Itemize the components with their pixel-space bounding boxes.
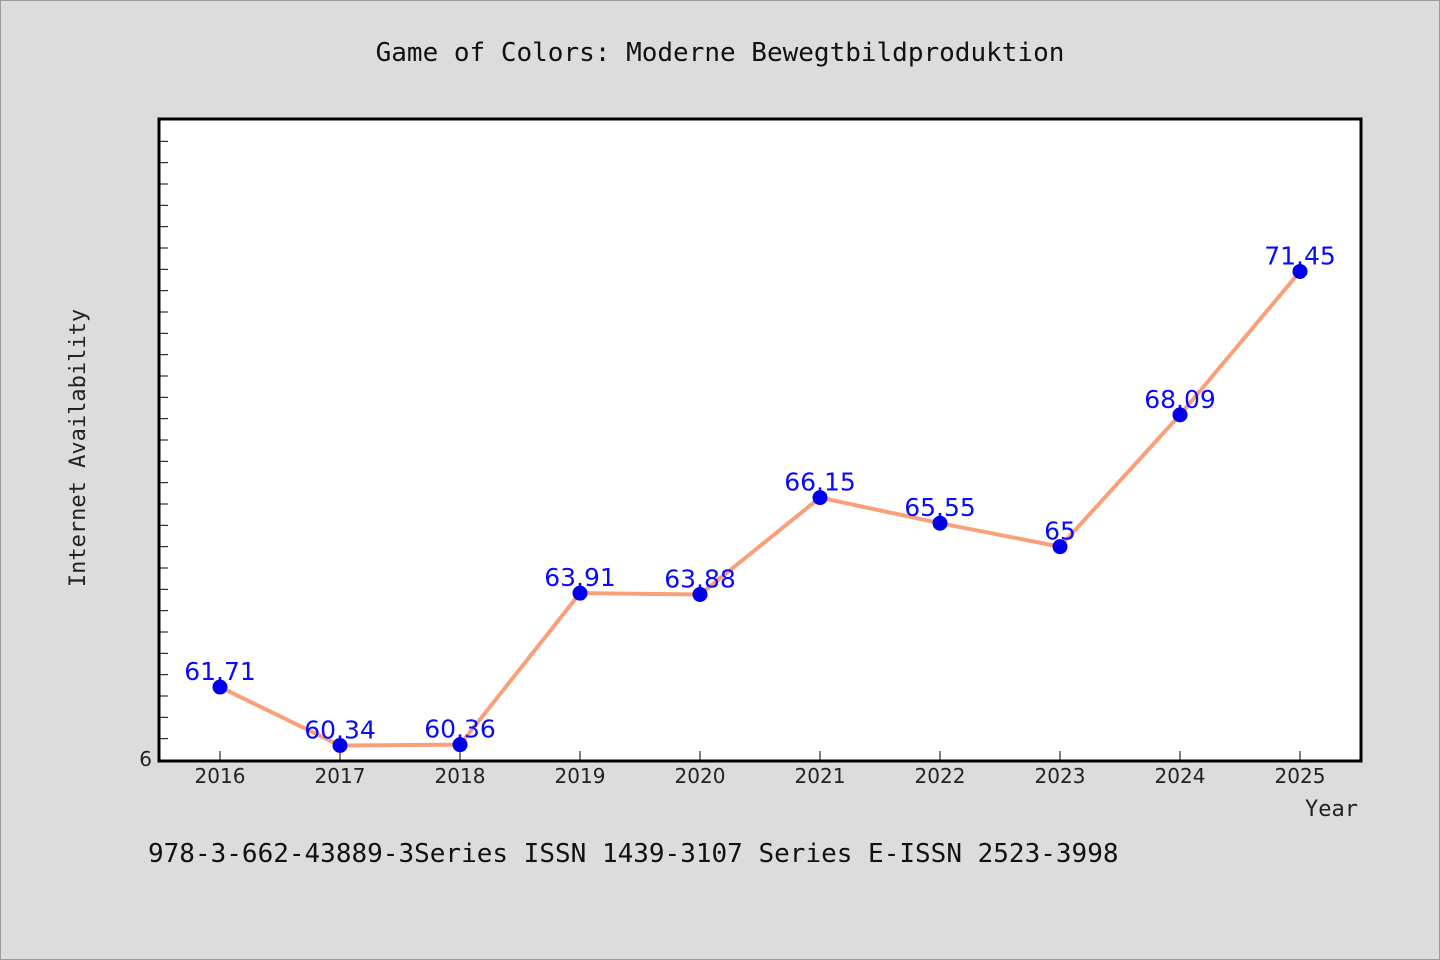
x-tick-label: 2017 [315, 764, 366, 788]
y-tick-label: 6 [139, 747, 152, 771]
x-tick-label: 2018 [435, 764, 486, 788]
chart-title: Game of Colors: Moderne Bewegtbildproduk… [376, 38, 1065, 68]
data-point-marker [572, 585, 588, 601]
x-tick-label: 2024 [1155, 764, 1206, 788]
data-point-marker [1292, 263, 1308, 279]
x-axis-label: Year [1305, 797, 1358, 822]
y-axis-ticks: 6 [139, 140, 168, 771]
data-label: 60.34 [304, 715, 376, 744]
x-axis-ticks: 2016 2017 2018 2019 2020 2021 2022 2023 2024 2025 [195, 751, 1326, 788]
data-label: 66.15 [784, 468, 856, 497]
x-tick-label: 2020 [675, 764, 726, 788]
data-label: 60.36 [424, 715, 496, 744]
data-point-marker [932, 515, 948, 531]
data-label: 65.55 [904, 493, 976, 522]
x-tick-label: 2025 [1275, 764, 1326, 788]
series-line [219, 270, 1302, 748]
data-point-marker [1172, 407, 1188, 423]
data-label: 65 [1044, 517, 1076, 546]
data-label: 71.45 [1264, 241, 1336, 270]
data-label: 68.09 [1144, 385, 1216, 414]
data-label: 63.88 [664, 564, 736, 593]
data-point-marker [1052, 539, 1068, 555]
x-tick-label: 2023 [1035, 764, 1086, 788]
data-point-marker [692, 586, 708, 602]
data-label: 63.91 [544, 563, 616, 592]
data-label: 61.71 [184, 657, 256, 686]
plot-area [157, 117, 1363, 763]
x-tick-label: 2016 [195, 764, 246, 788]
y-axis-label: Internet Availability [66, 309, 91, 587]
footer-text: 978-3-662-43889-3Series ISSN 1439-3107 S… [148, 839, 1119, 869]
data-point-marker [452, 737, 468, 753]
x-tick-label: 2021 [795, 764, 846, 788]
data-point-marker [212, 679, 228, 695]
x-tick-label: 2019 [555, 764, 606, 788]
data-point-marker [332, 737, 348, 753]
data-point-marker [812, 490, 828, 506]
x-tick-label: 2022 [915, 764, 966, 788]
data-labels: 61.71 60.34 60.36 63.91 63.88 66.15 65.55 65 68.… [184, 241, 1336, 744]
series-layer [212, 263, 1308, 753]
